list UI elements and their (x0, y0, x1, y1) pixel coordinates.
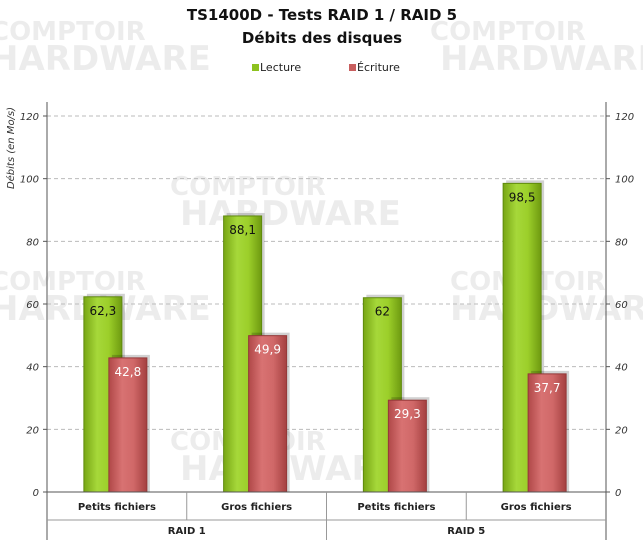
legend: Lecture Écriture (252, 61, 400, 74)
svg-text:HARDWARE: HARDWARE (180, 194, 401, 234)
svg-text:HARDWARE: HARDWARE (440, 39, 643, 79)
y-tick-label: 60 (26, 300, 39, 311)
svg-text:COMPTOIR: COMPTOIR (0, 267, 146, 297)
data-label: 42,8 (115, 365, 142, 379)
chart-title: TS1400D - Tests RAID 1 / RAID 5 (187, 6, 457, 24)
x-tick-label: Gros fichiers (501, 502, 572, 513)
svg-text:HARDWARE: HARDWARE (0, 39, 211, 79)
y-tick-label-right: 60 (615, 300, 628, 311)
bar-ecriture (108, 357, 148, 493)
chart-subtitle: Débits des disques (242, 29, 402, 47)
legend-swatch-lecture (252, 64, 259, 71)
x-tick-label: Petits fichiers (357, 502, 435, 513)
svg-text:COMPTOIR: COMPTOIR (170, 172, 326, 202)
y-tick-label: 120 (20, 112, 39, 123)
x-axis: Petits fichiers Gros fichiers Petits fichi… (47, 491, 606, 540)
y-tick-label-right: 120 (615, 112, 634, 123)
y-ticks-left: 0 20 40 60 80 100 120 (20, 102, 48, 540)
y-tick-label-right: 0 (615, 488, 621, 499)
data-label: 37,7 (534, 381, 561, 395)
y-tick-label-right: 20 (615, 425, 628, 436)
x-tick-label: Gros fichiers (221, 502, 292, 513)
y-axis-label: Débits (en Mo/s) (5, 107, 17, 189)
legend-swatch-ecriture (349, 64, 356, 71)
y-tick-label: 20 (26, 425, 39, 436)
data-label: 62,3 (90, 304, 117, 318)
data-label: 29,3 (394, 407, 421, 421)
y-tick-label-right: 40 (615, 363, 628, 374)
svg-text:HARDWARE: HARDWARE (450, 289, 643, 329)
data-label: 62 (375, 305, 390, 319)
data-label: 88,1 (229, 223, 256, 237)
y-tick-label: 100 (20, 175, 39, 186)
y-tick-label-right: 100 (615, 175, 634, 186)
y-tick-label: 80 (26, 237, 39, 248)
y-tick-label-right: 80 (615, 237, 628, 248)
y-tick-label: 0 (33, 488, 39, 499)
bar-ecriture (248, 335, 288, 493)
data-label: 49,9 (254, 343, 281, 357)
y-tick-label: 40 (26, 363, 39, 374)
svg-text:COMPTOIR: COMPTOIR (430, 17, 586, 47)
svg-text:COMPTOIR: COMPTOIR (0, 17, 146, 47)
group-label: RAID 5 (447, 526, 485, 537)
x-tick-label: Petits fichiers (78, 502, 156, 513)
group-label: RAID 1 (168, 526, 206, 537)
legend-label-lecture: Lecture (260, 61, 301, 74)
data-labels: 62,3 42,8 88,1 49,9 62 29,3 98,5 37,7 (90, 190, 561, 421)
data-label: 98,5 (509, 190, 536, 204)
y-ticks-right: 0 20 40 60 80 100 120 (605, 102, 634, 540)
legend-label-ecriture: Écriture (357, 61, 400, 74)
